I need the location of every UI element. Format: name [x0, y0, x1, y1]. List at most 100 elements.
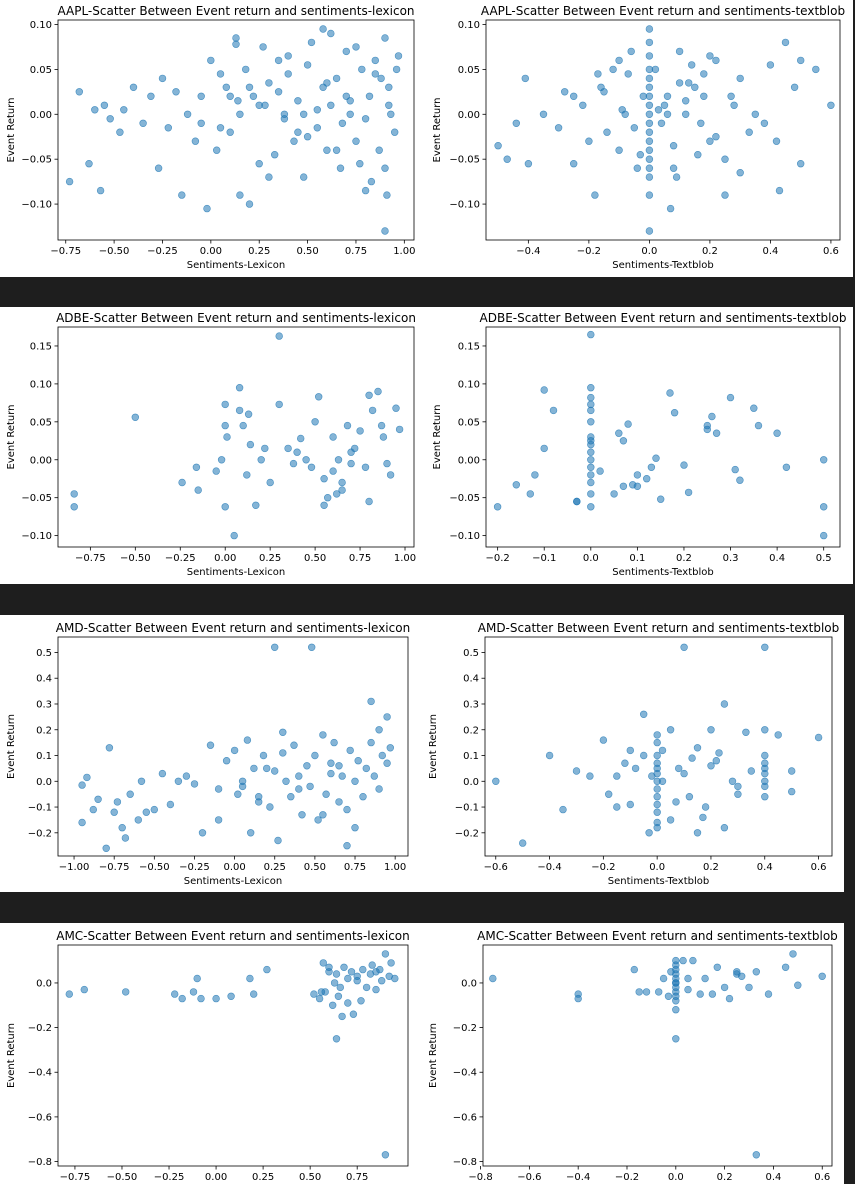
- chart-adbe-lexicon-axes-frame: [57, 326, 415, 548]
- chart-adbe-lexicon-point: [361, 463, 370, 472]
- chart-adbe-textblob-point: [540, 444, 548, 453]
- chart-amc-lexicon-point: [381, 950, 390, 958]
- chart-amc-lexicon-point: [212, 994, 220, 1003]
- chart-aapl-lexicon-point: [284, 70, 292, 78]
- chart-amd-textblob-point: [653, 808, 661, 816]
- chart-amd-lexicon-point: [166, 800, 175, 809]
- chart-amd-lexicon-point: [327, 759, 335, 767]
- chart-adbe-lexicon-point: [192, 463, 201, 472]
- chart-amc-textblob-point: [672, 979, 680, 987]
- chart-aapl-lexicon-point: [381, 227, 389, 235]
- chart-aapl-lexicon-point: [356, 160, 364, 168]
- chart-aapl-lexicon-point: [265, 79, 273, 87]
- chart-amc-lexicon-point: [319, 959, 327, 967]
- chart-amd-textblob-point: [518, 839, 527, 847]
- chart-amd-textblob-point: [747, 767, 755, 775]
- chart-aapl-lexicon-point: [261, 101, 269, 110]
- chart-adbe-textblob-point: [526, 490, 535, 498]
- chart-amd-textblob-point: [715, 749, 723, 757]
- chart-adbe-textblob-point: [703, 425, 711, 434]
- chart-adbe-lexicon-points: [70, 332, 404, 540]
- chart-aapl-textblob-points: [494, 25, 835, 235]
- chart-adbe-textblob-point: [587, 440, 595, 449]
- chart-aapl-textblob-point: [627, 47, 635, 56]
- chart-aapl-textblob-point: [554, 124, 563, 132]
- chart-aapl-textblob-point: [615, 146, 623, 154]
- chart-adbe-lexicon-point: [261, 444, 269, 453]
- figure-row-adbe: ADBE-Scatter Between Event return and se…: [0, 307, 853, 584]
- chart-adbe-textblob-point: [773, 429, 781, 437]
- chart-adbe-textblob-point: [657, 495, 665, 503]
- chart-adbe-lexicon-point: [383, 459, 391, 468]
- chart-amc-lexicon: AMC-Scatter Between Event return and sen…: [6, 929, 410, 1183]
- chart-aapl-lexicon-point: [336, 164, 345, 172]
- chart-adbe-textblob-point: [615, 429, 623, 437]
- chart-amc-lexicon-point: [362, 983, 371, 992]
- chart-amd-textblob-point: [653, 800, 661, 809]
- chart-adbe-lexicon-point: [70, 503, 78, 511]
- chart-amc-lexicon-ylabel: Event Return: [6, 1023, 17, 1088]
- chart-amd-textblob-point: [675, 764, 683, 773]
- chart-adbe-textblob-point: [680, 461, 688, 469]
- chart-amc-lexicon-point: [340, 963, 348, 971]
- chart-adbe-textblob-point: [587, 478, 595, 487]
- chart-adbe-lexicon-xtick-label: 0.00: [214, 553, 236, 564]
- chart-adbe-textblob-point: [754, 421, 763, 430]
- chart-amd-lexicon-point: [319, 731, 327, 739]
- chart-amd-lexicon-point: [198, 829, 207, 837]
- chart-amc-lexicon-point: [178, 994, 186, 1003]
- chart-amd-textblob-point: [626, 746, 635, 755]
- chart-adbe-textblob-point: [652, 454, 660, 462]
- chart-aapl-textblob-point: [645, 227, 654, 235]
- chart-amc-textblob-title: AMC-Scatter Between Event return and sen…: [477, 929, 838, 943]
- chart-aapl-lexicon-ytick-label: 0.00: [30, 110, 52, 121]
- chart-adbe-textblob-point: [619, 437, 628, 445]
- chart-amd-textblob-point: [648, 772, 656, 780]
- chart-adbe-lexicon-point: [377, 421, 386, 430]
- chart-aapl-lexicon-point: [116, 128, 124, 136]
- chart-aapl-textblob-point: [751, 110, 759, 119]
- chart-adbe-lexicon-point: [266, 478, 274, 487]
- chart-adbe-lexicon-point: [347, 459, 355, 468]
- chart-amc-lexicon-point: [193, 974, 201, 983]
- chart-amd-textblob-point: [788, 767, 796, 775]
- chart-adbe-lexicon-point: [329, 433, 337, 441]
- chart-aapl-textblob-point: [706, 137, 714, 145]
- chart-adbe-lexicon-point: [356, 427, 364, 435]
- chart-aapl-textblob-point: [712, 133, 720, 141]
- chart-amc-lexicon-point: [338, 1012, 346, 1021]
- chart-aapl-textblob-point: [721, 191, 729, 199]
- chart-amc-textblob-xtick-label: −0.2: [615, 1172, 639, 1183]
- chart-aapl-textblob-point: [645, 155, 654, 163]
- chart-aapl-textblob-point: [772, 137, 781, 145]
- chart-aapl-lexicon-points: [65, 25, 403, 235]
- chart-adbe-lexicon-xtick-label: −0.25: [165, 553, 196, 564]
- chart-adbe-lexicon-point: [311, 418, 319, 426]
- chart-amd-lexicon-point: [330, 738, 338, 747]
- chart-amc-textblob-xtick-label: −0.4: [566, 1172, 590, 1183]
- chart-aapl-lexicon-point: [361, 115, 370, 123]
- chart-aapl-textblob-point: [645, 164, 654, 172]
- chart-amc-lexicon-point: [353, 976, 361, 985]
- chart-aapl-lexicon-point: [245, 200, 254, 208]
- chart-amc-textblob-xtick-label: 0.6: [814, 1172, 830, 1183]
- chart-aapl-lexicon-point: [255, 160, 263, 168]
- chart-aapl-lexicon-point: [332, 146, 341, 154]
- chart-aapl-lexicon-ylabel: Event Return: [6, 97, 17, 162]
- chart-amd-lexicon-point: [308, 643, 316, 651]
- chart-aapl-lexicon-point: [274, 88, 283, 96]
- chart-amd-textblob-point: [693, 744, 702, 752]
- chart-adbe-lexicon-point: [343, 421, 352, 430]
- chart-amd-lexicon-point: [319, 811, 327, 819]
- chart-adbe-lexicon-ytick-label: −0.05: [21, 493, 52, 504]
- chart-amd-lexicon-axes-frame: [57, 636, 409, 857]
- chart-amc-lexicon-title: AMC-Scatter Between Event return and sen…: [56, 929, 410, 943]
- chart-adbe-textblob-point: [512, 481, 521, 489]
- chart-aapl-lexicon-point: [85, 160, 93, 168]
- chart-amd-lexicon-ytick-label: 0.3: [36, 699, 52, 710]
- chart-amd-lexicon-point: [306, 782, 314, 791]
- chart-aapl-textblob-point: [730, 101, 738, 110]
- chart-adbe-lexicon-point: [379, 433, 388, 441]
- chart-aapl-textblob-point: [660, 101, 669, 110]
- chart-adbe-lexicon: ADBE-Scatter Between Event return and se…: [6, 311, 416, 578]
